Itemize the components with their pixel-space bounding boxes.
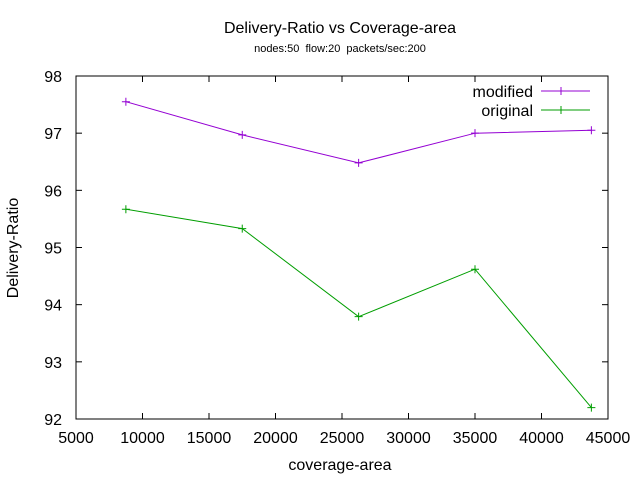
- legend-label-modified: modified: [473, 84, 533, 101]
- x-tick-label: 10000: [120, 430, 165, 447]
- y-axis-label: Delivery-Ratio: [5, 198, 22, 299]
- plot-frame: [75, 75, 609, 420]
- legend-marker-modified: [560, 87, 562, 95]
- x-tick-label: 40000: [519, 430, 564, 447]
- chart-subtitle: nodes:50 flow:20 packets/sec:200: [254, 43, 426, 55]
- y-tick-label: 97: [44, 126, 62, 143]
- x-tick-label: 35000: [453, 430, 498, 447]
- x-tick-label: 30000: [386, 430, 431, 447]
- y-tick-label: 96: [44, 183, 62, 200]
- y-tick-label: 93: [44, 355, 62, 372]
- data-point-modified: [471, 129, 479, 138]
- y-tick-label: 94: [44, 298, 62, 315]
- data-point-original: [354, 312, 363, 321]
- data-point-original: [121, 205, 130, 214]
- x-axis-label: coverage-area: [288, 457, 391, 474]
- chart-title: Delivery-Ratio vs Coverage-area: [224, 20, 456, 37]
- y-tick-label: 92: [44, 412, 62, 429]
- x-tick-label: 25000: [320, 430, 365, 447]
- y-tick-label: 95: [44, 241, 62, 258]
- data-point-original: [587, 403, 596, 412]
- data-point-modified: [238, 130, 247, 139]
- data-point-original: [471, 265, 479, 274]
- data-point-original: [238, 224, 247, 233]
- y-tick-label: 98: [44, 69, 62, 86]
- x-tick-label: 20000: [253, 430, 298, 447]
- x-tick-label: 5000: [58, 430, 94, 447]
- x-tick-label: 45000: [586, 430, 631, 447]
- data-point-modified: [354, 158, 363, 167]
- x-tick-label: 15000: [187, 430, 232, 447]
- legend-marker-original: [560, 106, 562, 114]
- plot-area: 5000 10000 15000 20000 25000 30000 35000 40000 4…: [44, 69, 630, 447]
- legend-label-original: original: [481, 103, 533, 120]
- series-line-original: [125, 208, 592, 408]
- data-point-modified: [121, 97, 130, 106]
- data-point-modified: [587, 126, 596, 135]
